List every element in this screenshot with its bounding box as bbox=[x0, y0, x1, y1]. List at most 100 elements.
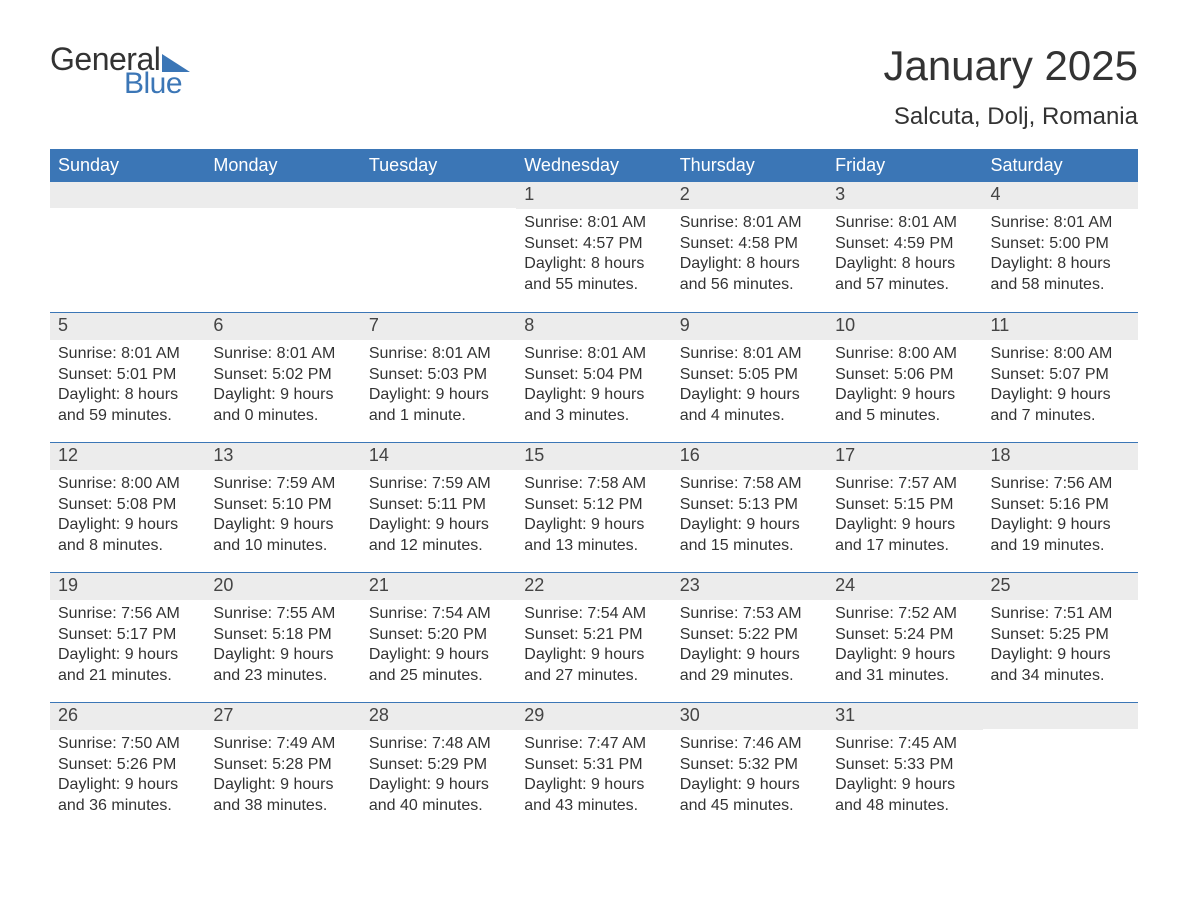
sunrise-line: Sunrise: 8:01 AM bbox=[58, 344, 197, 365]
sunrise-line: Sunrise: 8:01 AM bbox=[213, 344, 352, 365]
sunset-line: Sunset: 5:06 PM bbox=[835, 365, 974, 386]
day-cell: 21Sunrise: 7:54 AMSunset: 5:20 PMDayligh… bbox=[361, 573, 516, 702]
day-of-week-header: SundayMondayTuesdayWednesdayThursdayFrid… bbox=[50, 149, 1138, 182]
daylight-line: Daylight: 9 hours and 38 minutes. bbox=[213, 775, 352, 817]
day-number: 10 bbox=[827, 313, 982, 340]
sunrise-line: Sunrise: 8:00 AM bbox=[991, 344, 1130, 365]
sunset-line: Sunset: 5:12 PM bbox=[524, 495, 663, 516]
day-body: Sunrise: 7:54 AMSunset: 5:21 PMDaylight:… bbox=[516, 600, 671, 701]
day-cell: 16 Sunrise: 7:58 AMSunset: 5:13 PMDayligh… bbox=[672, 443, 827, 572]
day-number: 31 bbox=[827, 703, 982, 730]
sunrise-line: Sunrise: 7:50 AM bbox=[58, 734, 197, 755]
day-number: 15 bbox=[516, 443, 671, 470]
week-row: 26Sunrise: 7:50 AMSunset: 5:26 PMDayligh… bbox=[50, 702, 1138, 832]
sunrise-line: Sunrise: 7:54 AM bbox=[524, 604, 663, 625]
sunrise-line: Sunrise: 8:01 AM bbox=[524, 213, 663, 234]
day-cell: 10Sunrise: 8:00 AMSunset: 5:06 PMDayligh… bbox=[827, 313, 982, 442]
sunset-line: Sunset: 5:04 PM bbox=[524, 365, 663, 386]
day-body: Sunrise: 7:50 AMSunset: 5:26 PMDaylight:… bbox=[50, 730, 205, 831]
day-cell: 1Sunrise: 8:01 AMSunset: 4:57 PMDaylight… bbox=[516, 182, 671, 312]
day-number: 25 bbox=[983, 573, 1138, 600]
sunrise-line: Sunrise: 7:45 AM bbox=[835, 734, 974, 755]
sunset-line: Sunset: 5:00 PM bbox=[991, 234, 1130, 255]
day-number: 3 bbox=[827, 182, 982, 209]
daylight-line: Daylight: 9 hours and 48 minutes. bbox=[835, 775, 974, 817]
sunrise-line: Sunrise: 7:46 AM bbox=[680, 734, 819, 755]
day-body: Sunrise: 8:01 AMSunset: 5:00 PMDaylight:… bbox=[983, 209, 1138, 310]
day-cell: 9Sunrise: 8:01 AMSunset: 5:05 PMDaylight… bbox=[672, 313, 827, 442]
daylight-line: Daylight: 9 hours and 19 minutes. bbox=[991, 515, 1130, 557]
day-number bbox=[205, 182, 360, 208]
sunset-line: Sunset: 5:25 PM bbox=[991, 625, 1130, 646]
day-cell: 3Sunrise: 8:01 AMSunset: 4:59 PMDaylight… bbox=[827, 182, 982, 312]
day-cell: 8Sunrise: 8:01 AMSunset: 5:04 PMDaylight… bbox=[516, 313, 671, 442]
sunset-line: Sunset: 5:05 PM bbox=[680, 365, 819, 386]
sunset-line: Sunset: 5:01 PM bbox=[58, 365, 197, 386]
sunset-line: Sunset: 5:13 PM bbox=[680, 495, 819, 516]
day-number: 16 bbox=[672, 443, 827, 470]
daylight-line: Daylight: 9 hours and 12 minutes. bbox=[369, 515, 508, 557]
day-cell-empty bbox=[50, 182, 205, 312]
day-number: 13 bbox=[205, 443, 360, 470]
day-body: Sunrise: 7:49 AMSunset: 5:28 PMDaylight:… bbox=[205, 730, 360, 831]
daylight-line: Daylight: 9 hours and 15 minutes. bbox=[680, 515, 819, 557]
day-number bbox=[50, 182, 205, 208]
daylight-line: Daylight: 8 hours and 57 minutes. bbox=[835, 254, 974, 296]
sunrise-line: Sunrise: 7:56 AM bbox=[991, 474, 1130, 495]
day-body: Sunrise: 8:01 AMSunset: 5:04 PMDaylight:… bbox=[516, 340, 671, 441]
sunrise-line: Sunrise: 7:59 AM bbox=[369, 474, 508, 495]
daylight-line: Daylight: 9 hours and 36 minutes. bbox=[58, 775, 197, 817]
sunrise-line: Sunrise: 7:58 AM bbox=[680, 474, 819, 495]
day-cell: 5Sunrise: 8:01 AMSunset: 5:01 PMDaylight… bbox=[50, 313, 205, 442]
day-cell: 23Sunrise: 7:53 AMSunset: 5:22 PMDayligh… bbox=[672, 573, 827, 702]
sunset-line: Sunset: 5:22 PM bbox=[680, 625, 819, 646]
day-number: 29 bbox=[516, 703, 671, 730]
day-cell: 26Sunrise: 7:50 AMSunset: 5:26 PMDayligh… bbox=[50, 703, 205, 832]
day-cell: 6Sunrise: 8:01 AMSunset: 5:02 PMDaylight… bbox=[205, 313, 360, 442]
calendar: SundayMondayTuesdayWednesdayThursdayFrid… bbox=[50, 149, 1138, 832]
day-number: 12 bbox=[50, 443, 205, 470]
day-body: Sunrise: 8:00 AMSunset: 5:06 PMDaylight:… bbox=[827, 340, 982, 441]
daylight-line: Daylight: 8 hours and 55 minutes. bbox=[524, 254, 663, 296]
sunset-line: Sunset: 5:17 PM bbox=[58, 625, 197, 646]
daylight-line: Daylight: 8 hours and 58 minutes. bbox=[991, 254, 1130, 296]
day-cell: 24Sunrise: 7:52 AMSunset: 5:24 PMDayligh… bbox=[827, 573, 982, 702]
daylight-line: Daylight: 9 hours and 8 minutes. bbox=[58, 515, 197, 557]
day-body: Sunrise: 7:56 AMSunset: 5:16 PMDaylight:… bbox=[983, 470, 1138, 571]
sunrise-line: Sunrise: 8:01 AM bbox=[835, 213, 974, 234]
day-cell: 4Sunrise: 8:01 AMSunset: 5:00 PMDaylight… bbox=[983, 182, 1138, 312]
day-number: 14 bbox=[361, 443, 516, 470]
sunset-line: Sunset: 5:24 PM bbox=[835, 625, 974, 646]
day-number: 11 bbox=[983, 313, 1138, 340]
dow-saturday: Saturday bbox=[983, 149, 1138, 182]
day-body: Sunrise: 8:01 AMSunset: 5:02 PMDaylight:… bbox=[205, 340, 360, 441]
day-cell: 19Sunrise: 7:56 AMSunset: 5:17 PMDayligh… bbox=[50, 573, 205, 702]
sunrise-line: Sunrise: 7:54 AM bbox=[369, 604, 508, 625]
sunrise-line: Sunrise: 7:49 AM bbox=[213, 734, 352, 755]
daylight-line: Daylight: 8 hours and 56 minutes. bbox=[680, 254, 819, 296]
sunset-line: Sunset: 5:15 PM bbox=[835, 495, 974, 516]
sunset-line: Sunset: 4:57 PM bbox=[524, 234, 663, 255]
day-number: 21 bbox=[361, 573, 516, 600]
sunrise-line: Sunrise: 8:00 AM bbox=[835, 344, 974, 365]
sunset-line: Sunset: 5:08 PM bbox=[58, 495, 197, 516]
day-number: 2 bbox=[672, 182, 827, 209]
sunrise-line: Sunrise: 7:57 AM bbox=[835, 474, 974, 495]
daylight-line: Daylight: 9 hours and 7 minutes. bbox=[991, 385, 1130, 427]
day-body: Sunrise: 8:01 AMSunset: 4:59 PMDaylight:… bbox=[827, 209, 982, 310]
daylight-line: Daylight: 9 hours and 13 minutes. bbox=[524, 515, 663, 557]
dow-sunday: Sunday bbox=[50, 149, 205, 182]
daylight-line: Daylight: 9 hours and 4 minutes. bbox=[680, 385, 819, 427]
sunset-line: Sunset: 5:10 PM bbox=[213, 495, 352, 516]
day-cell: 13Sunrise: 7:59 AMSunset: 5:10 PMDayligh… bbox=[205, 443, 360, 572]
day-body: Sunrise: 7:48 AMSunset: 5:29 PMDaylight:… bbox=[361, 730, 516, 831]
sunset-line: Sunset: 5:31 PM bbox=[524, 755, 663, 776]
header: General Blue January 2025 Salcuta, Dolj,… bbox=[50, 43, 1138, 131]
day-number: 6 bbox=[205, 313, 360, 340]
day-body: Sunrise: 7:59 AMSunset: 5:10 PMDaylight:… bbox=[205, 470, 360, 571]
day-cell-empty bbox=[361, 182, 516, 312]
dow-tuesday: Tuesday bbox=[361, 149, 516, 182]
day-cell: 12Sunrise: 8:00 AMSunset: 5:08 PMDayligh… bbox=[50, 443, 205, 572]
day-cell: 28Sunrise: 7:48 AMSunset: 5:29 PMDayligh… bbox=[361, 703, 516, 832]
day-cell: 2Sunrise: 8:01 AMSunset: 4:58 PMDaylight… bbox=[672, 182, 827, 312]
